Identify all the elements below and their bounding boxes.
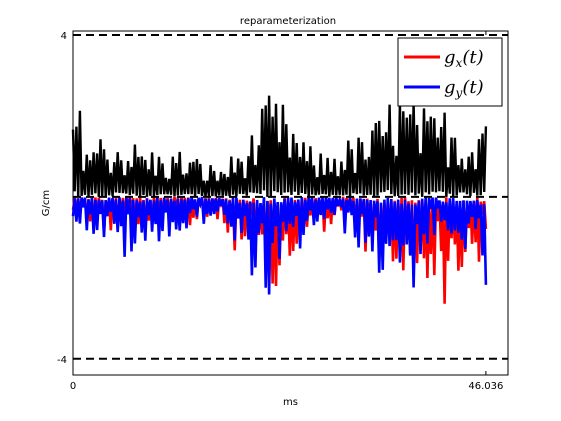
y-axis-label: G/cm: [41, 190, 52, 216]
legend-label: gy(t): [444, 77, 484, 100]
axis-ticks: 4 -4 0 46.036: [57, 31, 508, 392]
chart-title: reparameterization: [240, 16, 336, 27]
series-layer: [71, 95, 488, 304]
x-tick-label: 46.036: [468, 381, 503, 392]
reference-lines: [73, 34, 508, 360]
y-tick-label: -4: [57, 355, 67, 366]
series-line-1: [71, 194, 488, 295]
legend-label: gx(t): [444, 47, 484, 70]
legend: gx(t) gy(t): [397, 37, 503, 107]
series-line-2: [71, 95, 488, 197]
x-axis-label: ms: [283, 397, 298, 408]
legend-box: [397, 37, 503, 107]
y-tick-label: 4: [61, 31, 67, 42]
x-tick-label: 0: [70, 381, 76, 392]
